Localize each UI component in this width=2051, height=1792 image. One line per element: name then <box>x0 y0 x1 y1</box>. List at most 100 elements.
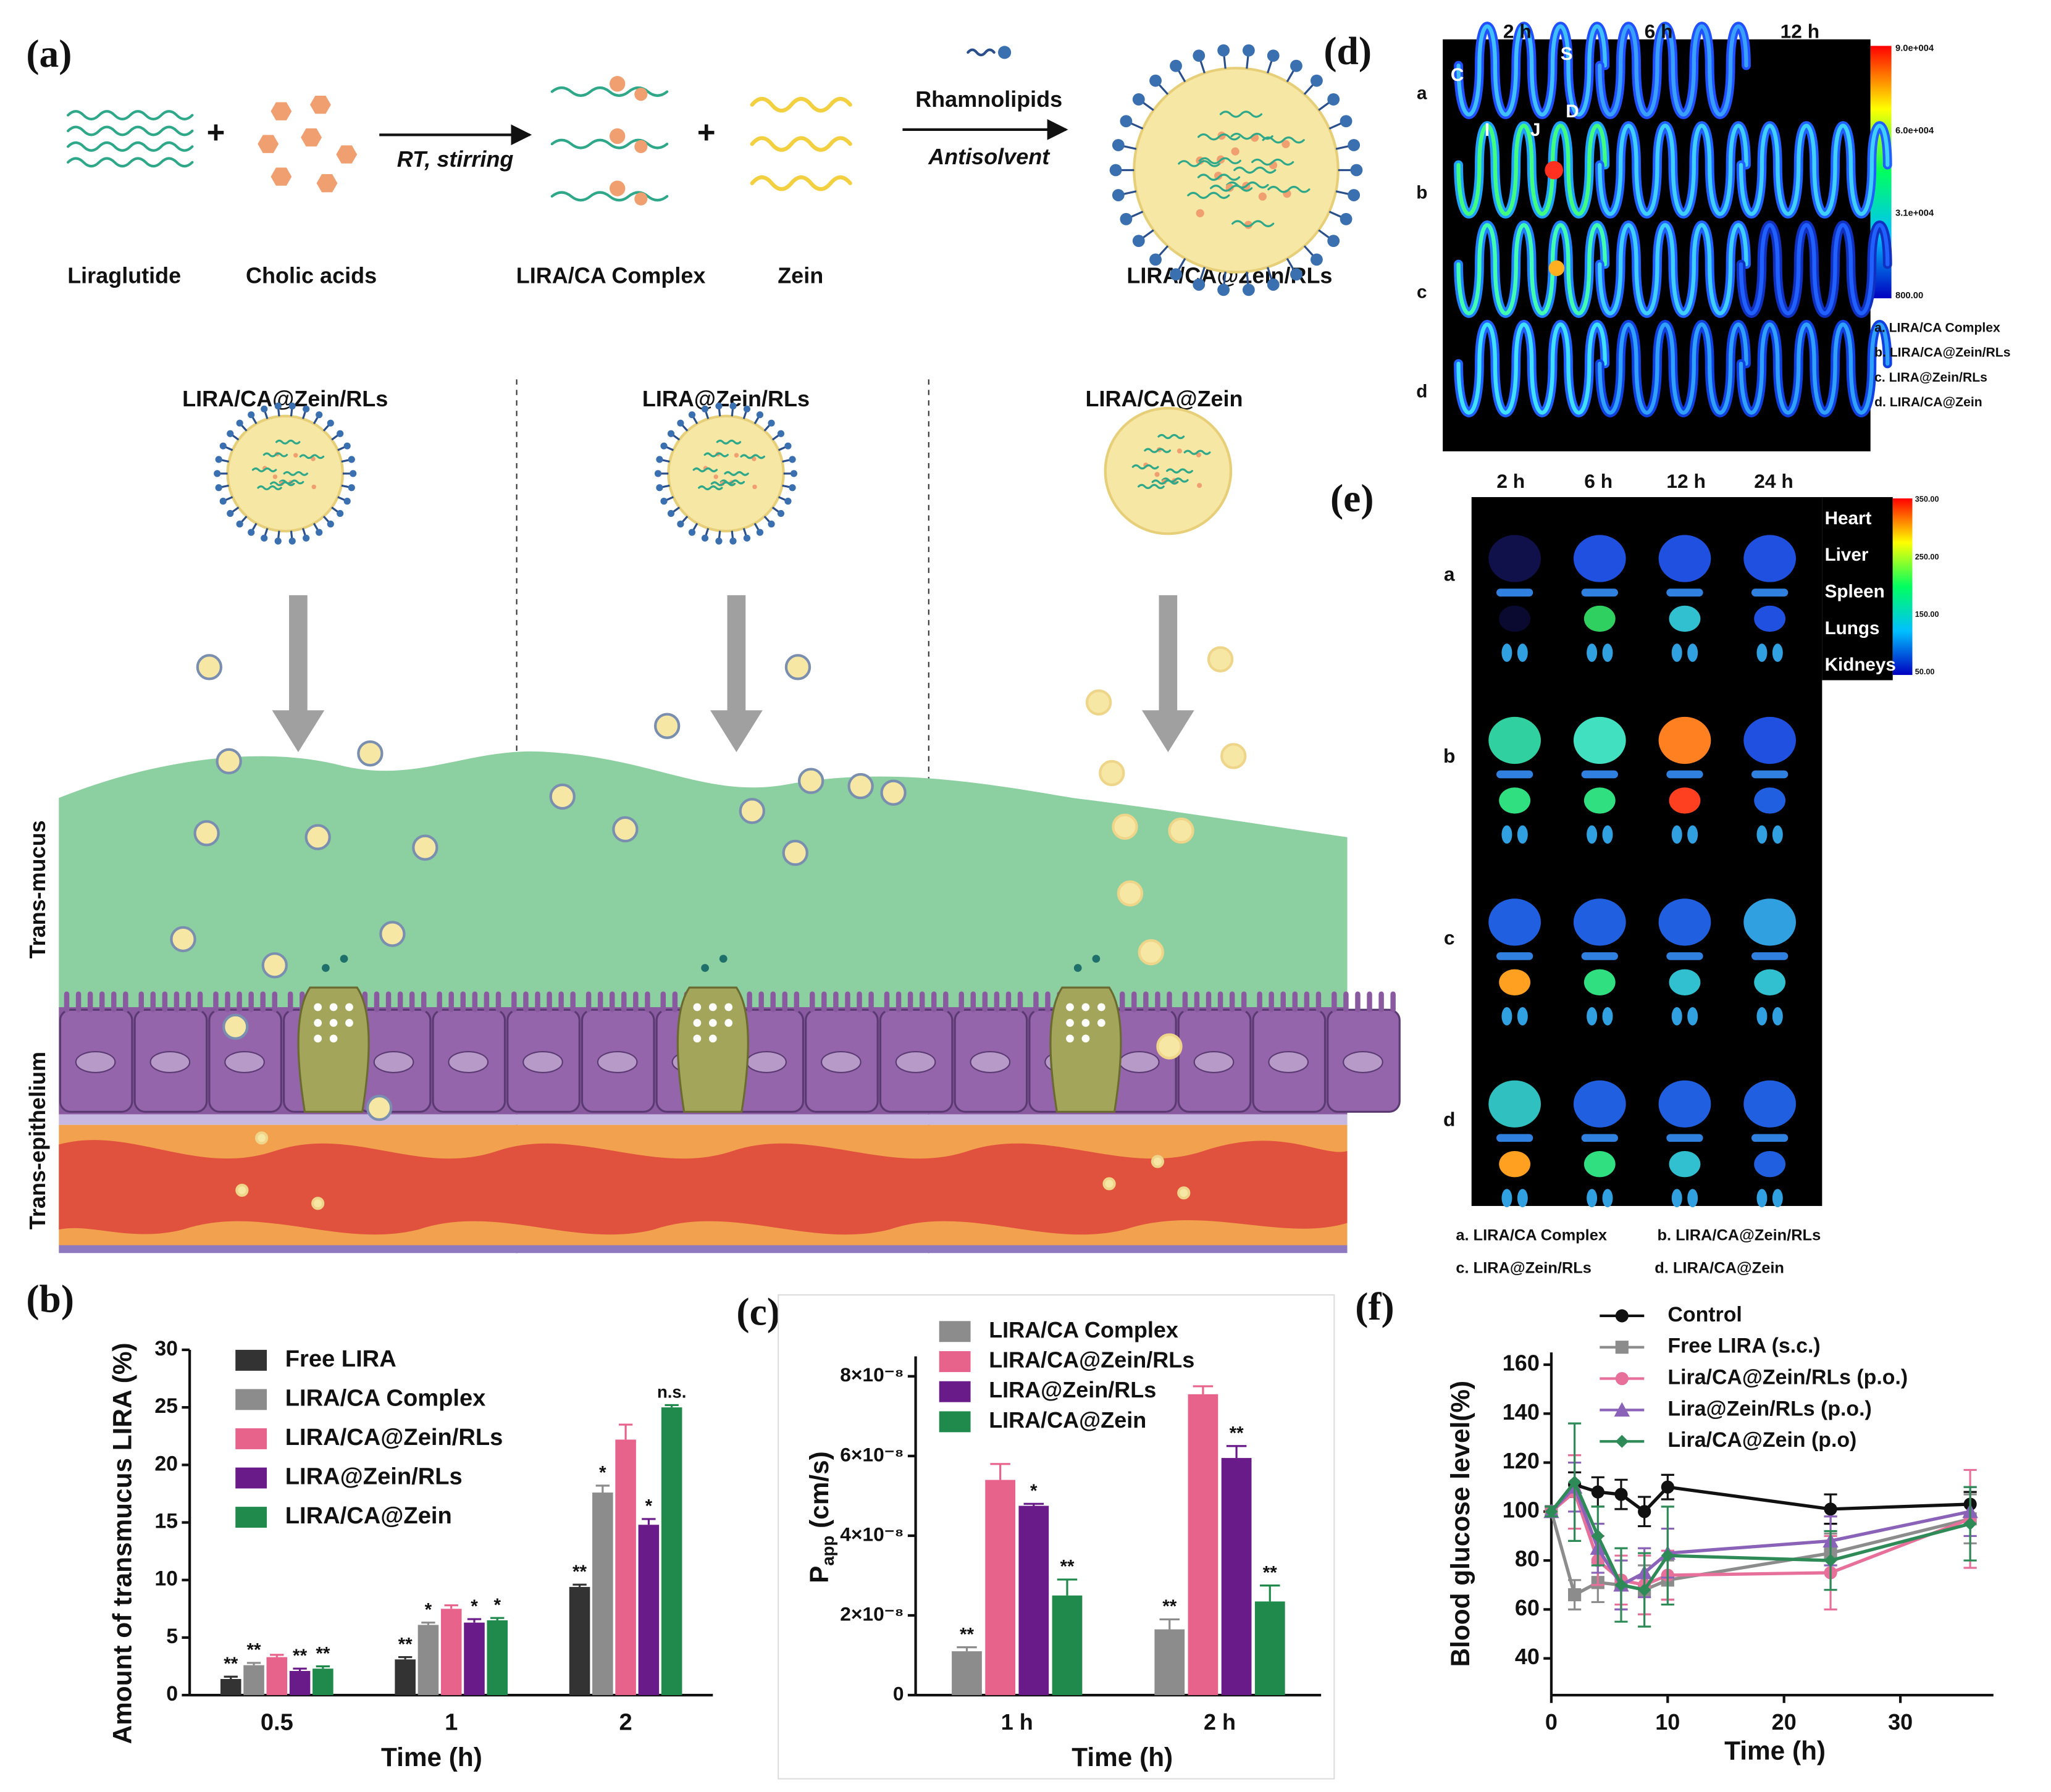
nucleus <box>149 1050 191 1073</box>
bar <box>615 1439 636 1696</box>
microvillus <box>1005 991 1012 1013</box>
rl-tail <box>251 522 258 531</box>
organ-kidney <box>1517 825 1528 844</box>
rl-head <box>715 537 723 545</box>
legend-label: LIRA/CA@Zein/RLs <box>989 1347 1194 1373</box>
squiggle <box>67 110 194 121</box>
squiggle <box>270 481 295 487</box>
rl-tail <box>1246 54 1249 69</box>
organ-kidney <box>1602 643 1613 662</box>
flow-arrow <box>710 710 763 753</box>
particle <box>193 820 220 847</box>
organ-kidney <box>1602 1007 1613 1026</box>
ca-dot <box>609 180 626 196</box>
organ-spleen <box>1751 770 1789 779</box>
microvillus <box>1355 991 1361 1013</box>
organ-liver <box>1743 898 1796 946</box>
granule <box>345 1003 353 1011</box>
x-axis-label: Time (h) <box>1724 1736 1826 1765</box>
organ-kidney <box>1587 825 1598 844</box>
microvillus <box>1292 991 1298 1013</box>
bar <box>395 1659 416 1696</box>
y-tick-label: 10 <box>154 1567 178 1591</box>
error-bar <box>573 1583 587 1587</box>
legend-label: d. LIRA/CA@Zein <box>1874 395 1982 409</box>
rl-head <box>667 509 675 517</box>
microvillus <box>448 991 454 1013</box>
ca-dot <box>634 192 648 206</box>
squiggle <box>719 479 745 485</box>
column-title: LIRA/CA@Zein/RLs <box>182 386 388 411</box>
hexagon <box>316 174 338 193</box>
legend-label: LIRA/CA Complex <box>989 1317 1178 1342</box>
microvillus <box>1033 991 1039 1013</box>
granule <box>708 1034 717 1043</box>
error-bar <box>1226 1445 1247 1459</box>
rl-tail <box>763 424 771 432</box>
bar <box>1018 1505 1049 1696</box>
granule <box>1066 1003 1074 1011</box>
rl-tail <box>225 446 233 451</box>
rl-tail <box>763 516 771 523</box>
microvillus <box>597 991 603 1013</box>
bar <box>985 1480 1016 1696</box>
organ-kidney <box>1671 825 1682 844</box>
squiggle <box>550 86 669 97</box>
bar <box>661 1407 682 1696</box>
rl-tail <box>705 528 710 537</box>
microvillus <box>660 991 666 1013</box>
microvillus <box>810 991 815 1013</box>
rl-head <box>1290 268 1302 281</box>
squiggle <box>1178 160 1221 167</box>
rl-head <box>274 537 282 545</box>
flow-arrow <box>1159 595 1178 713</box>
microvillus <box>397 991 403 1013</box>
granule <box>1066 1034 1074 1043</box>
row-label: d <box>1416 381 1427 401</box>
flow-arrow <box>727 595 746 713</box>
rl-head <box>654 470 662 477</box>
significance: ** <box>960 1624 975 1644</box>
microvillus <box>1229 991 1235 1013</box>
granule <box>708 1003 717 1011</box>
rl-tail <box>692 416 698 424</box>
flow-arrow <box>272 710 325 753</box>
ca-dot <box>1231 147 1239 156</box>
microvillus <box>958 991 964 1013</box>
ca-dot <box>1258 192 1267 201</box>
rl-tail <box>231 434 240 441</box>
rl-tail <box>1157 245 1169 257</box>
y-axis-label: Blood glucose level(%) <box>1446 1381 1475 1667</box>
squiggle <box>299 454 325 459</box>
organ-spleen <box>1666 770 1703 779</box>
particle <box>379 921 406 947</box>
rl-tail <box>1199 267 1206 282</box>
release-dot <box>1073 964 1082 972</box>
particle <box>1168 817 1194 844</box>
rl-head <box>656 456 663 463</box>
nucleus <box>373 1050 414 1073</box>
organ-liver <box>1573 1080 1626 1128</box>
hexagon <box>336 145 358 164</box>
time-label: 6 h <box>1645 20 1673 43</box>
legend-swatch <box>235 1349 267 1371</box>
panel-label: (a) <box>26 31 72 75</box>
squiggle <box>1151 479 1179 485</box>
microvillus <box>919 991 925 1013</box>
series-line <box>1550 1479 1971 1592</box>
particle <box>261 952 288 979</box>
organ-lungs <box>1499 1151 1531 1178</box>
rl-head <box>215 484 222 492</box>
mucus <box>59 751 1348 1008</box>
microvillus <box>472 991 478 1013</box>
microvillus <box>1017 991 1023 1013</box>
organ-liver <box>1658 898 1711 946</box>
rl-head <box>227 430 234 437</box>
organ-label: J <box>1530 120 1541 140</box>
y-tick-label: 2×10⁻⁸ <box>840 1602 904 1625</box>
bar <box>638 1525 660 1696</box>
rl-head <box>1112 189 1125 201</box>
panel-label: (f) <box>1355 1284 1394 1328</box>
rl-head <box>227 509 234 517</box>
rl-head <box>236 419 243 427</box>
